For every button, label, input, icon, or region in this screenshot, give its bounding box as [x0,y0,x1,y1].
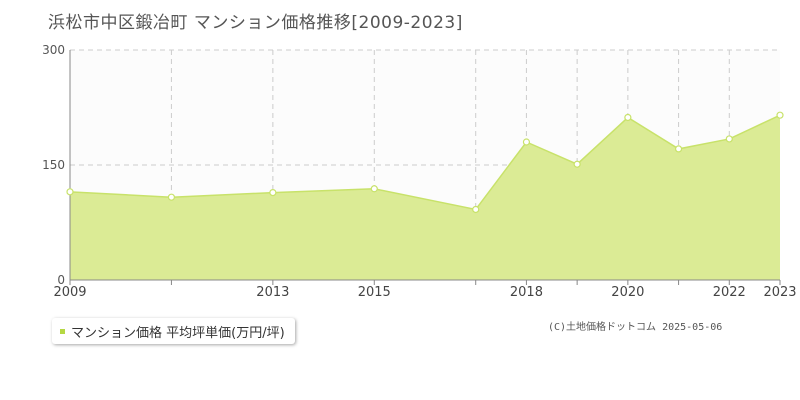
data-point [472,205,480,214]
copyright-text: (C)土地価格ドットコム 2025-05-06 [548,322,723,333]
data-point [522,138,531,146]
data-point [269,189,277,197]
legend: マンション価格 平均坪単価(万円/坪) [52,318,295,344]
chart-title: 浜松市中区鍛冶町 マンション価格推移[2009-2023] [48,13,463,33]
x-tick-label: 2022 [713,285,746,300]
x-tick-label: 2023 [763,285,796,300]
data-point [725,135,733,143]
x-tick-label: 2015 [358,285,391,300]
y-tick-label: 0 [57,273,65,287]
data-point [624,113,632,122]
data-point [167,193,176,201]
axes [69,50,780,281]
x-tick-label: 2018 [510,285,543,300]
legend-swatch [60,328,65,334]
data-point [370,185,378,193]
data-point [776,111,784,119]
legend-label: マンション価格 平均坪単価(万円/坪) [71,325,285,341]
data-point [573,160,581,168]
y-tick-label: 150 [42,158,65,172]
x-tick-label: 2020 [611,285,644,300]
area-chart: 0 150 300 2009 2013 2015 2018 2020 2022 2023 [42,43,796,300]
data-point [674,145,683,153]
data-point [66,188,74,196]
x-tick-label: 2009 [53,285,86,300]
series-area [70,115,780,281]
x-tick-label: 2013 [256,285,289,300]
y-tick-label: 300 [42,43,65,57]
data-points [66,111,784,214]
tick-labels: 0 150 300 2009 2013 2015 2018 2020 2022 2023 [42,43,796,300]
